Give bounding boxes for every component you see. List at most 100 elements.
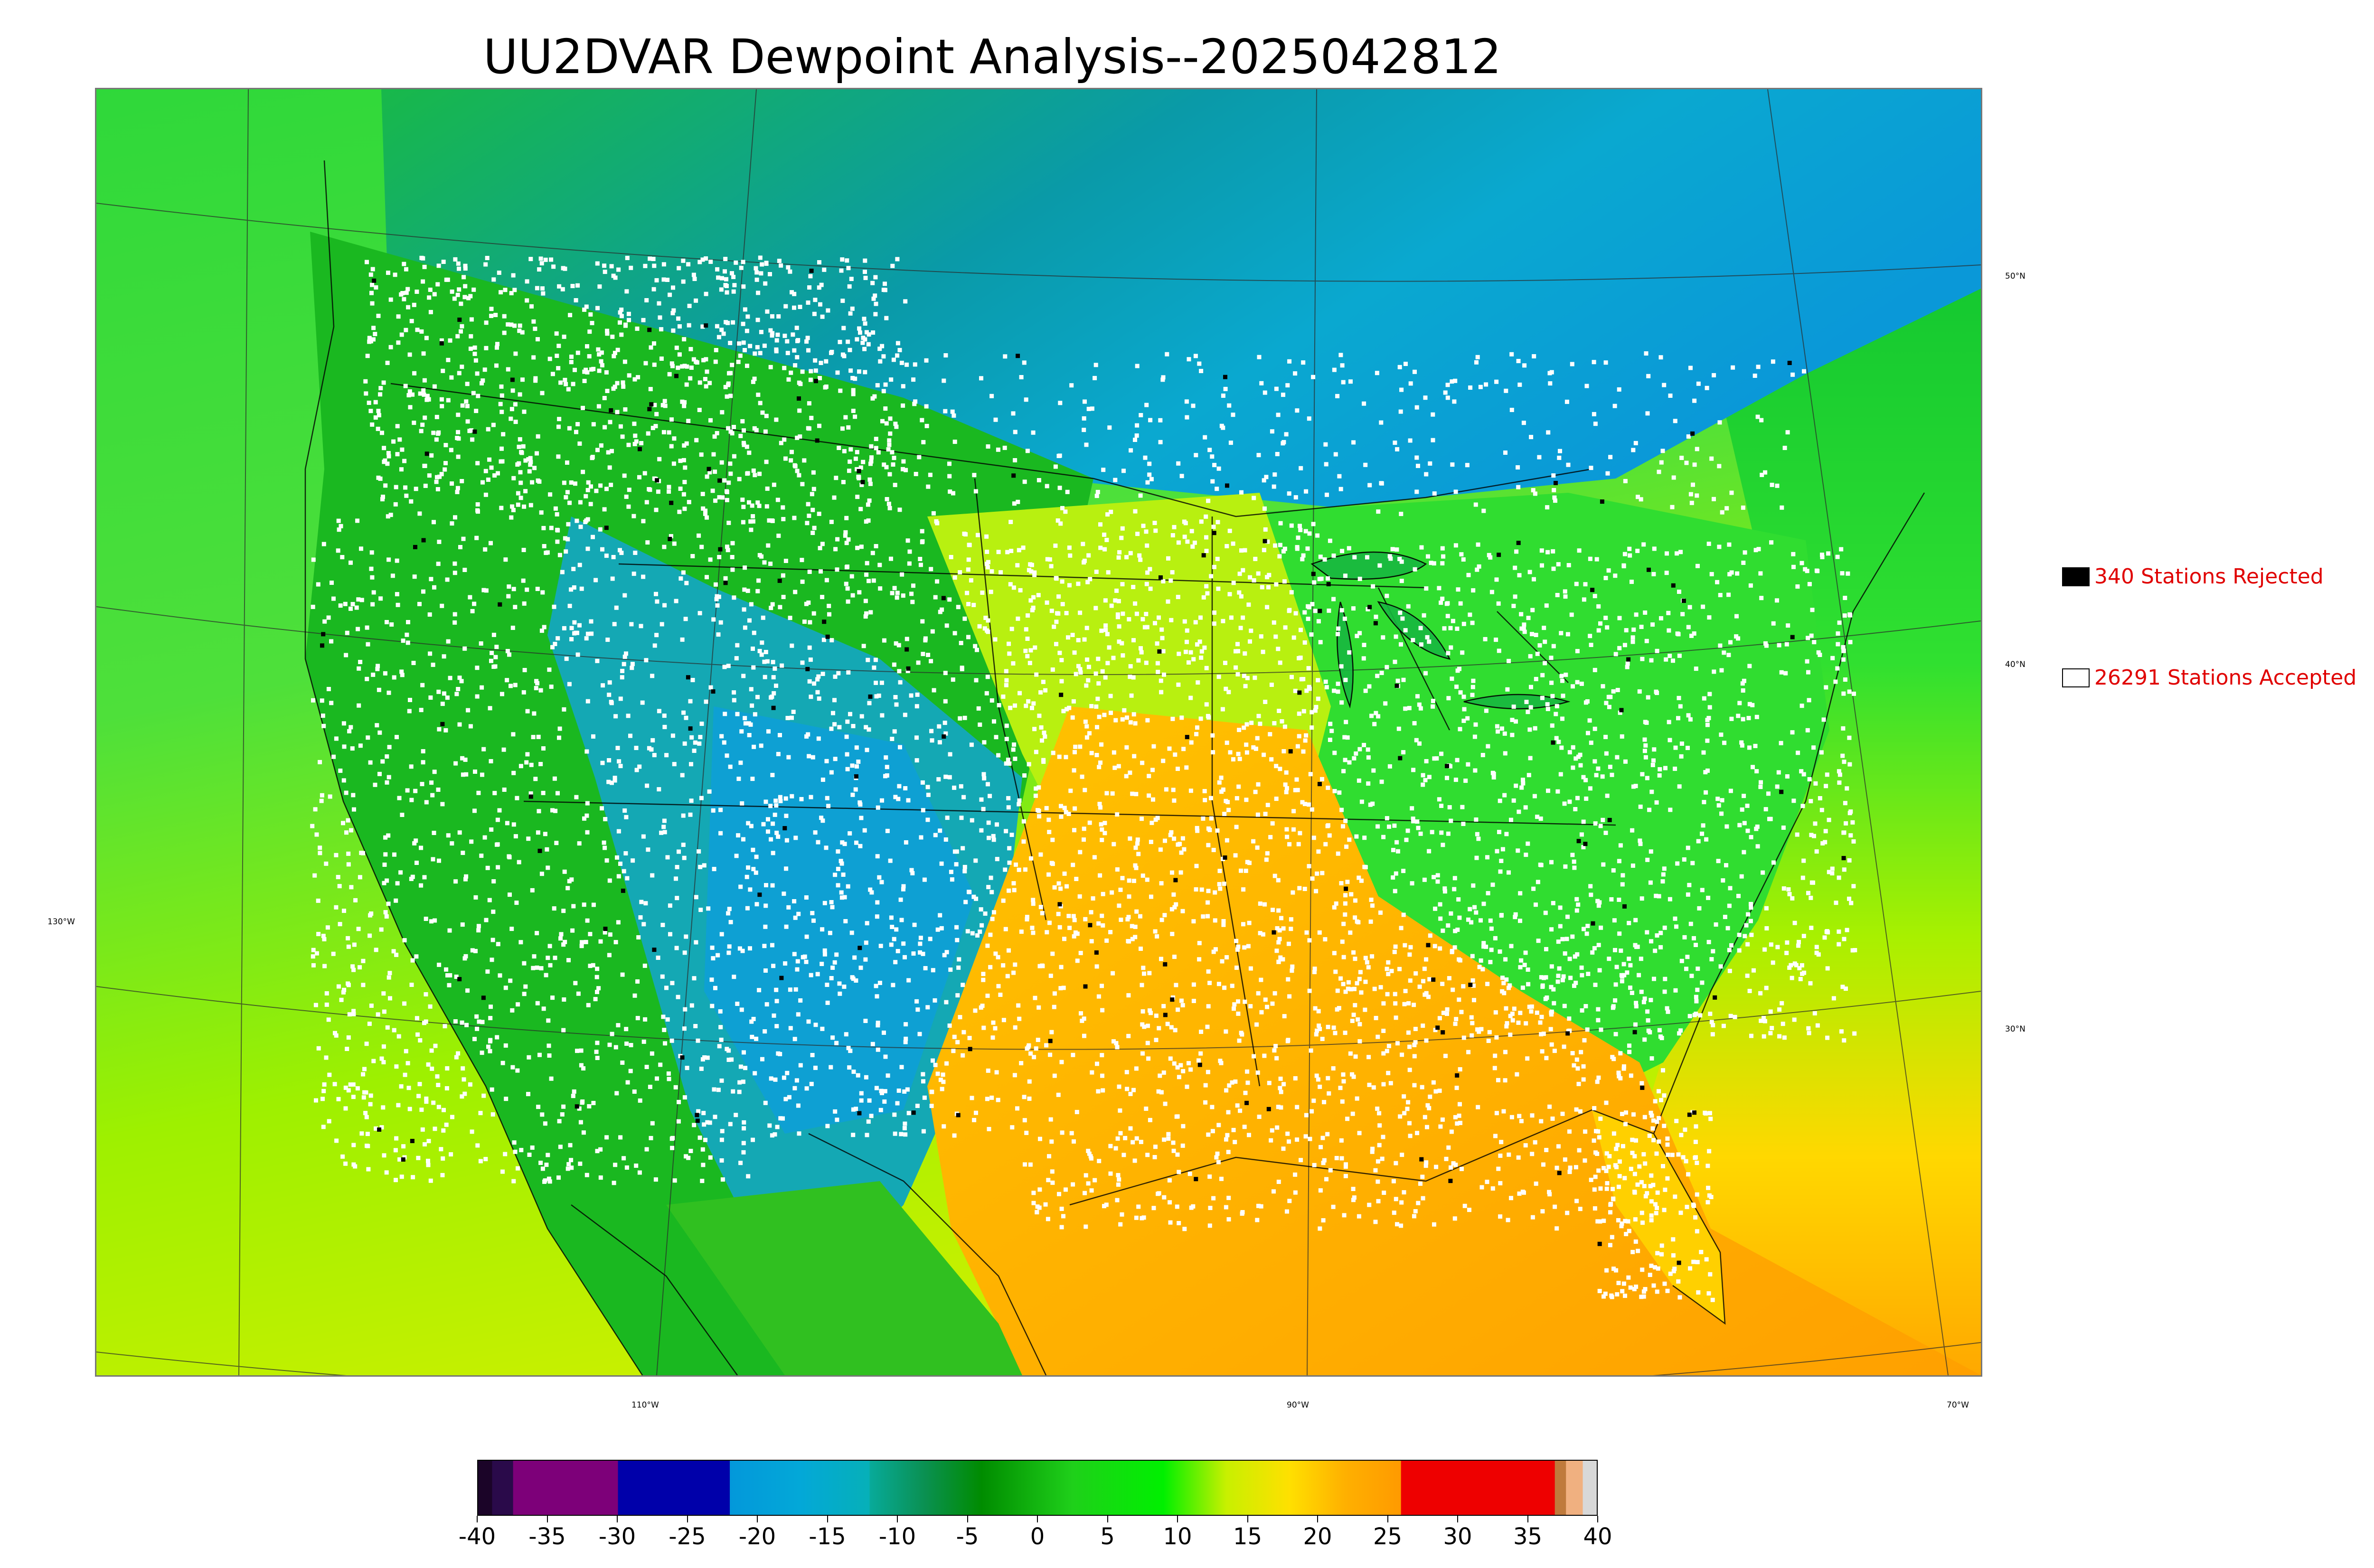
station-accepted-marker xyxy=(1718,964,1723,969)
station-accepted-marker xyxy=(550,645,555,649)
station-accepted-marker xyxy=(900,572,904,577)
station-accepted-marker xyxy=(462,568,467,572)
station-accepted-marker xyxy=(540,590,545,595)
station-accepted-marker xyxy=(391,949,396,954)
station-accepted-marker xyxy=(1578,1109,1583,1114)
station-accepted-marker xyxy=(383,483,388,488)
station-accepted-marker xyxy=(1539,1119,1544,1124)
station-accepted-marker xyxy=(1317,930,1322,935)
station-accepted-marker xyxy=(1176,1007,1180,1012)
station-accepted-marker xyxy=(1617,859,1621,864)
station-accepted-marker xyxy=(926,653,931,657)
station-accepted-marker xyxy=(1533,726,1537,731)
station-accepted-marker xyxy=(674,876,678,881)
station-accepted-marker xyxy=(535,451,539,456)
station-accepted-marker xyxy=(1085,580,1090,584)
station-accepted-marker xyxy=(1574,1199,1579,1203)
station-accepted-marker xyxy=(1601,684,1605,689)
station-accepted-marker xyxy=(1527,727,1532,732)
station-accepted-marker xyxy=(1685,955,1690,959)
station-accepted-marker xyxy=(703,511,707,516)
station-accepted-marker xyxy=(1511,603,1516,608)
station-accepted-marker xyxy=(1133,935,1138,939)
station-accepted-marker xyxy=(749,687,754,692)
station-accepted-marker xyxy=(867,1098,872,1103)
station-accepted-marker xyxy=(760,640,764,645)
station-accepted-marker xyxy=(527,469,532,474)
station-accepted-marker xyxy=(1027,762,1031,767)
station-accepted-marker xyxy=(1244,798,1249,802)
station-accepted-marker xyxy=(704,291,708,296)
station-accepted-marker xyxy=(527,1055,531,1060)
station-accepted-marker xyxy=(1457,1113,1461,1118)
station-accepted-marker xyxy=(1343,901,1347,906)
station-accepted-marker xyxy=(506,594,511,599)
station-accepted-marker xyxy=(432,585,436,590)
station-accepted-marker xyxy=(1536,880,1540,884)
station-accepted-marker xyxy=(414,954,419,959)
station-accepted-marker xyxy=(1375,674,1380,678)
station-accepted-marker xyxy=(1556,939,1561,944)
station-accepted-marker xyxy=(931,1058,935,1063)
station-accepted-marker xyxy=(1710,1032,1715,1037)
station-accepted-marker xyxy=(726,426,731,431)
station-accepted-marker xyxy=(349,828,354,833)
station-accepted-marker xyxy=(624,815,629,819)
station-accepted-marker xyxy=(810,911,815,915)
station-accepted-marker xyxy=(1440,982,1445,986)
station-accepted-marker xyxy=(489,759,493,763)
station-accepted-marker xyxy=(881,288,886,292)
station-accepted-marker xyxy=(557,417,562,422)
station-accepted-marker xyxy=(1540,563,1544,568)
map-panel[interactable] xyxy=(95,88,1982,1377)
station-accepted-marker xyxy=(1644,638,1649,643)
station-accepted-marker xyxy=(1345,735,1350,740)
station-accepted-marker xyxy=(1100,837,1104,842)
station-accepted-marker xyxy=(1581,819,1586,824)
station-accepted-marker xyxy=(1339,1138,1344,1143)
station-accepted-marker xyxy=(1207,1174,1212,1179)
station-accepted-marker xyxy=(863,599,868,603)
station-accepted-marker xyxy=(781,573,785,578)
station-accepted-marker xyxy=(1543,661,1547,666)
station-accepted-marker xyxy=(1633,784,1638,789)
station-accepted-marker xyxy=(346,862,351,867)
station-accepted-marker xyxy=(463,877,468,882)
station-accepted-marker xyxy=(1343,893,1348,898)
station-accepted-marker xyxy=(1182,535,1187,539)
station-accepted-marker xyxy=(1003,927,1008,931)
station-accepted-marker xyxy=(1011,970,1016,975)
station-accepted-marker xyxy=(784,814,789,818)
station-accepted-marker xyxy=(1031,898,1036,902)
station-accepted-marker xyxy=(989,569,994,574)
station-accepted-marker xyxy=(1445,1007,1450,1012)
station-accepted-marker xyxy=(1325,1132,1330,1136)
station-accepted-marker xyxy=(819,569,823,574)
station-accepted-marker xyxy=(1718,643,1723,648)
station-accepted-marker xyxy=(793,363,798,367)
station-accepted-marker xyxy=(734,656,739,661)
station-accepted-marker xyxy=(356,597,361,602)
station-accepted-marker xyxy=(327,1119,331,1124)
station-accepted-marker xyxy=(1128,836,1132,841)
station-accepted-marker xyxy=(1265,851,1270,856)
station-accepted-marker xyxy=(428,1004,433,1009)
station-accepted-marker xyxy=(728,764,733,769)
station-accepted-marker xyxy=(712,867,716,872)
station-accepted-marker xyxy=(834,1041,839,1045)
station-accepted-marker xyxy=(846,670,851,675)
station-accepted-marker xyxy=(901,384,905,389)
station-accepted-marker xyxy=(454,692,459,696)
station-accepted-marker xyxy=(994,1070,999,1075)
station-accepted-marker xyxy=(1089,1188,1094,1193)
station-accepted-marker xyxy=(1056,594,1061,599)
station-accepted-marker xyxy=(776,534,781,538)
station-accepted-marker xyxy=(1425,1125,1429,1129)
dewpoint-map[interactable] xyxy=(96,89,1981,1375)
station-accepted-marker xyxy=(1655,933,1659,938)
station-accepted-marker xyxy=(1140,817,1144,821)
station-accepted-marker xyxy=(1526,967,1530,972)
station-accepted-marker xyxy=(846,425,851,430)
station-accepted-marker xyxy=(1560,678,1564,683)
station-accepted-marker xyxy=(447,983,452,987)
